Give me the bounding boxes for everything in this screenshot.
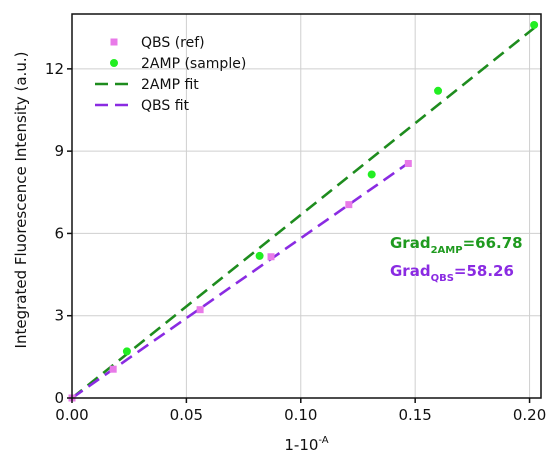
gradient-label-subscript: 2AMP (431, 245, 463, 256)
legend-marker (110, 38, 118, 46)
amp-point (530, 20, 539, 29)
x-tick-label: 0.15 (398, 406, 431, 424)
x-tick-label: 0.10 (284, 406, 317, 424)
qbs-point (196, 306, 204, 314)
amp-point (367, 170, 376, 179)
gradient-label-subscript: QBS (431, 273, 454, 284)
x-tick-label: 0.05 (170, 406, 203, 424)
x-tick-label: 0.00 (55, 406, 88, 424)
legend-marker (110, 59, 118, 67)
qbs-point (267, 253, 275, 261)
gradient-label-base: Grad (390, 234, 431, 252)
legend-label: 2AMP (sample) (141, 56, 246, 72)
axis-ticks: 0.00 0.05 0.10 0.15 0.20 0 3 6 9 12 (45, 60, 546, 424)
plot-frame (71, 13, 542, 399)
amp-point (122, 347, 131, 356)
qbs-point (404, 159, 412, 167)
x-axis-title: 1-10-A (284, 435, 328, 454)
qbs-point (345, 201, 353, 209)
y-tick-label: 9 (54, 142, 64, 160)
legend-label: QBS fit (141, 98, 190, 114)
legend: QBS (ref) 2AMP (sample) 2AMP fit QBS fit (95, 35, 246, 114)
amp-point (434, 86, 443, 95)
y-tick-label: 0 (54, 389, 64, 407)
y-tick-label: 6 (54, 224, 64, 242)
y-tick-label: 12 (45, 60, 64, 78)
gradient-label: GradQBS=58.26 (390, 262, 514, 284)
x-tick-label: 0.20 (513, 406, 546, 424)
gradient-label-value: =58.26 (454, 262, 514, 280)
legend-label: QBS (ref) (141, 35, 205, 51)
fit-line (71, 162, 410, 400)
y-tick-label: 3 (54, 307, 64, 325)
legend-label: 2AMP fit (141, 77, 199, 93)
amp-point (255, 251, 264, 260)
gradient-label-base: Grad (390, 262, 431, 280)
gradient-label-value: =66.78 (463, 234, 523, 252)
y-axis-title: Integrated Fluorescence Intensity (a.u.) (12, 52, 30, 349)
gradient-label: Grad2AMP=66.78 (390, 234, 523, 256)
qbs-point (109, 365, 117, 373)
